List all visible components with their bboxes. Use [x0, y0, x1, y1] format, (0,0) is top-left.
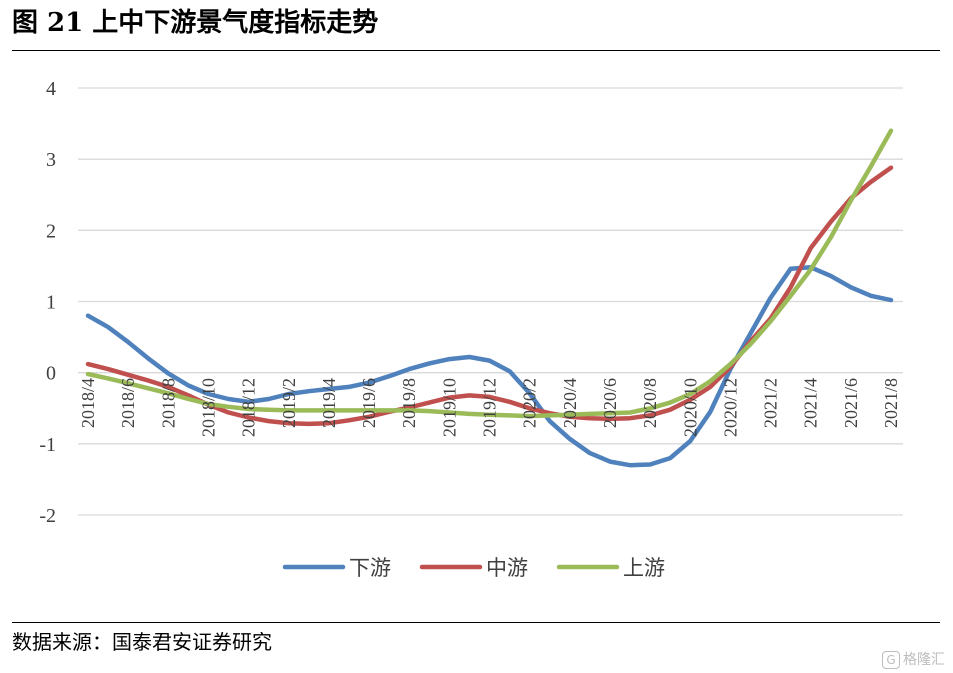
x-tick-label: 2020/6 [600, 378, 620, 428]
x-axis-tick-labels: 2018/4 2018/6 2018/8 2018/10 2018/12 2019/2 20… [78, 378, 901, 437]
x-tick-label: 2020/10 [680, 378, 700, 437]
x-tick-label: 2021/4 [801, 378, 821, 428]
x-tick-label: 2020/8 [640, 378, 660, 428]
y-tick-label: 0 [46, 363, 56, 385]
x-tick-label: 2018/6 [118, 378, 138, 428]
x-tick-label: 2021/2 [761, 378, 781, 428]
x-tick-label: 2019/12 [480, 378, 500, 437]
watermark-logo-icon: G [882, 651, 900, 669]
y-tick-label: -1 [39, 434, 56, 456]
x-tick-label: 2021/8 [881, 378, 901, 428]
x-tick-label: 2019/10 [439, 378, 459, 437]
x-tick-label: 2018/8 [158, 378, 178, 428]
figure-title: 图 21 上中下游景气度指标走势 [12, 8, 379, 38]
x-tick-label: 2020/2 [520, 378, 540, 428]
series-line [85, 265, 894, 468]
series-lines [85, 128, 894, 468]
y-tick-label: 3 [46, 149, 56, 171]
x-tick-label: 2018/12 [239, 378, 259, 437]
legend: 下游 中游 上游 [282, 556, 665, 580]
x-tick-label: 2018/4 [78, 378, 98, 428]
x-tick-label: 2019/8 [399, 378, 419, 428]
y-tick-label: -2 [39, 505, 56, 527]
x-tick-label: 2019/4 [319, 378, 339, 428]
grid-lines [78, 87, 903, 516]
series-line [85, 128, 894, 419]
legend-label: 中游 [486, 556, 528, 580]
legend-label: 下游 [349, 556, 391, 580]
top-divider [12, 50, 940, 51]
x-tick-label: 2018/10 [198, 378, 218, 437]
x-tick-label: 2020/4 [560, 378, 580, 428]
source-note: 数据来源：国泰君安证券研究 [12, 630, 272, 654]
y-axis-tick-labels: -2 -1 0 1 2 3 4 [39, 78, 56, 527]
x-tick-label: 2019/2 [279, 378, 299, 428]
watermark: G 格隆汇 [882, 649, 945, 669]
legend-label: 上游 [623, 556, 665, 580]
y-tick-label: 4 [46, 78, 56, 100]
x-tick-label: 2020/12 [720, 378, 740, 437]
y-tick-label: 1 [46, 292, 56, 314]
x-tick-label: 2021/6 [841, 378, 861, 428]
watermark-text: 格隆汇 [903, 652, 945, 668]
y-tick-label: 2 [46, 220, 56, 242]
x-tick-label: 2019/6 [359, 378, 379, 428]
bottom-divider [12, 622, 940, 623]
